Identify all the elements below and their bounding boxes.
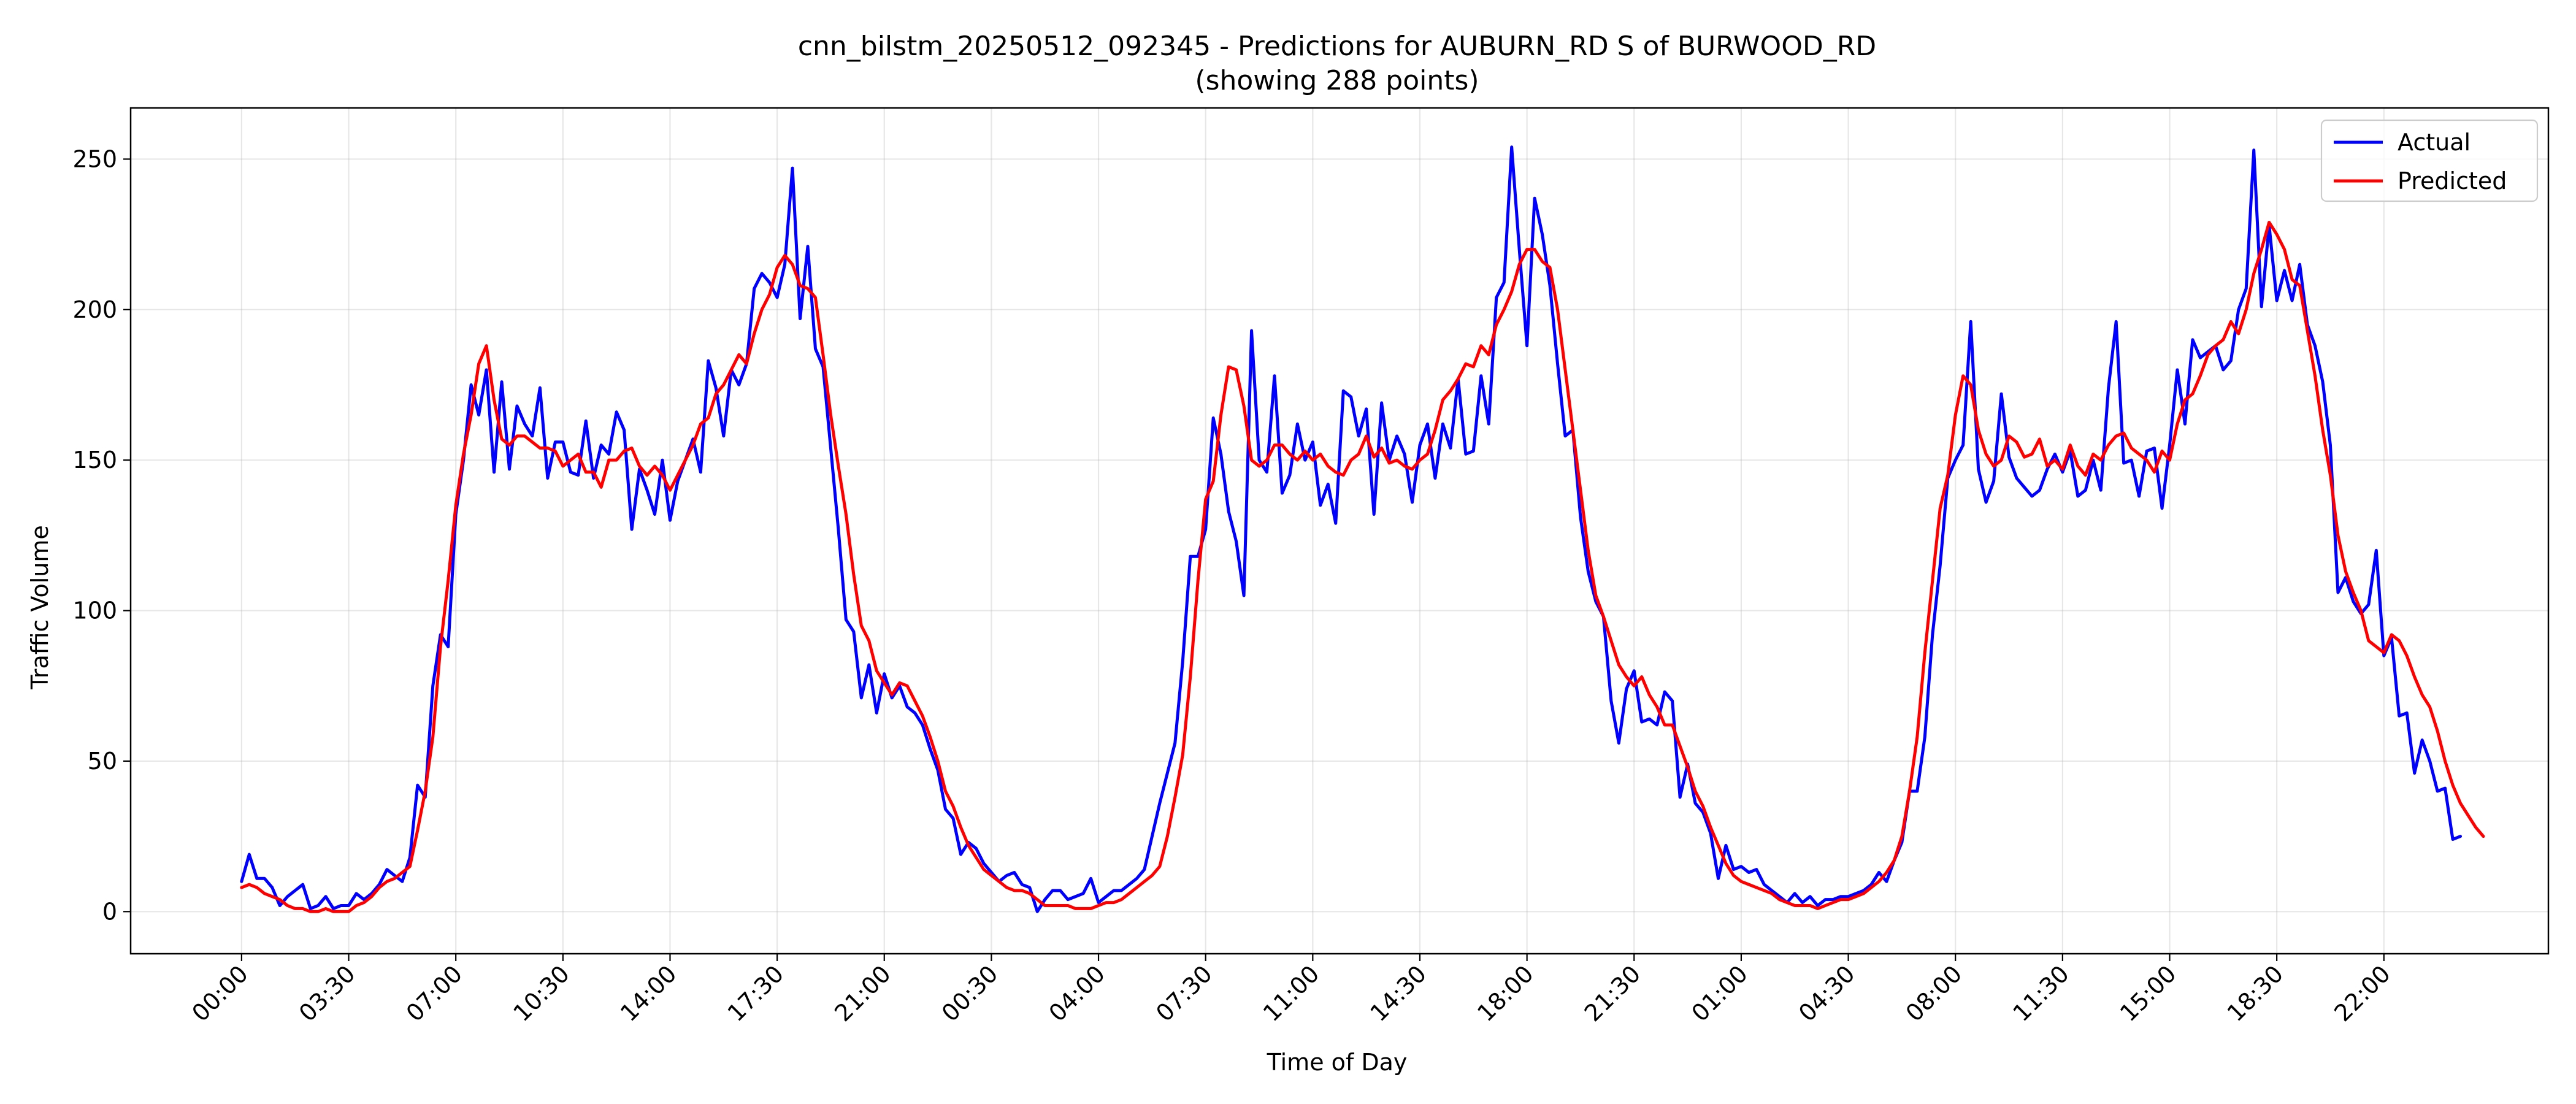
series-layer <box>240 145 2485 913</box>
y-axis: 0 50 100 150 200 250 <box>72 145 131 925</box>
series-line-predicted <box>240 220 2485 913</box>
legend-label-predicted: Predicted <box>2398 167 2507 194</box>
y-tick-label: 50 <box>88 748 117 775</box>
series-line-actual <box>240 145 2463 913</box>
legend: Actual Predicted <box>2320 119 2539 202</box>
plot-area <box>131 108 2548 954</box>
y-tick-label: 100 <box>72 597 117 624</box>
x-axis-label: Time of Day <box>1267 1049 1408 1076</box>
y-tick-label: 250 <box>72 145 117 172</box>
y-tick-label: 200 <box>72 296 117 323</box>
legend-label-actual: Actual <box>2398 129 2471 156</box>
y-tick-label: 150 <box>72 447 117 473</box>
chart-subtitle: (showing 288 points) <box>1195 65 1479 96</box>
chart-title: cnn_bilstm_20250512_092345 - Predictions… <box>798 31 1876 62</box>
y-tick-label: 0 <box>102 898 117 925</box>
y-axis-label: Traffic Volume <box>26 525 53 690</box>
plot-frame <box>129 107 2550 955</box>
